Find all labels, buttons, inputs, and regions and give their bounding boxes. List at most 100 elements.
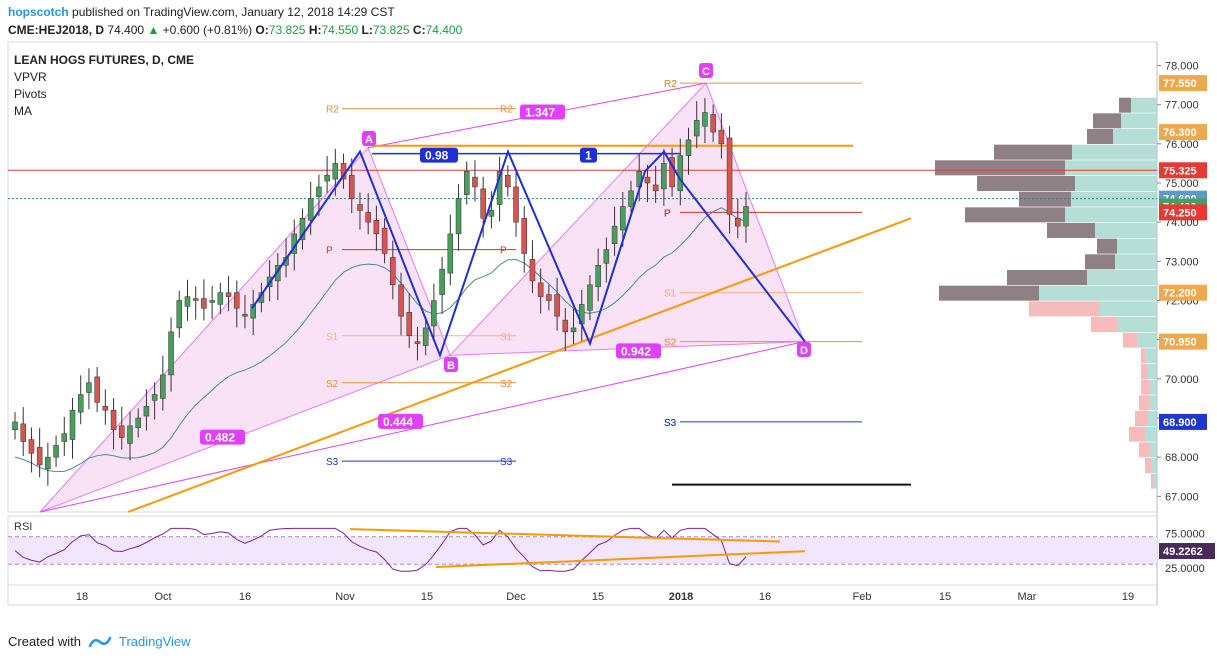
pattern-point-label: A bbox=[365, 134, 373, 146]
publish-line: hopscotch published on TradingView.com, … bbox=[8, 3, 462, 21]
candle-body bbox=[718, 129, 725, 145]
price-label-box bbox=[1159, 204, 1207, 221]
candle-body bbox=[455, 198, 462, 235]
candle-body bbox=[12, 421, 18, 430]
pivot-label: R2 bbox=[326, 105, 339, 116]
candle-body bbox=[151, 394, 158, 401]
vpvr-down-bar bbox=[939, 285, 1039, 301]
time-axis bbox=[7, 584, 1158, 606]
ratio-label: 0.444 bbox=[383, 415, 413, 429]
candle-body bbox=[349, 174, 355, 199]
x-tick-label: 15 bbox=[421, 591, 433, 603]
vpvr-up-bar bbox=[1131, 97, 1157, 113]
x-tick-label: 2018 bbox=[669, 591, 693, 603]
vpvr-down-bar bbox=[1007, 270, 1087, 285]
candle-body bbox=[192, 298, 199, 301]
ratio-label-box bbox=[616, 343, 661, 359]
candle-body bbox=[77, 394, 84, 413]
candle-body bbox=[332, 163, 339, 180]
x-tick-label: 15 bbox=[592, 591, 604, 603]
candle-body bbox=[365, 212, 371, 223]
author-name[interactable]: hopscotch bbox=[8, 5, 69, 19]
vpvr-down-bar bbox=[935, 160, 1065, 176]
candle-body bbox=[176, 300, 183, 329]
vpvr-down-bar bbox=[1123, 332, 1137, 348]
vpvr-down-bar bbox=[1097, 238, 1117, 254]
rsi-trend-upper bbox=[349, 528, 781, 543]
vpvr-up-bar bbox=[1115, 254, 1157, 270]
rsi-trend-lower bbox=[435, 550, 806, 569]
candle-body bbox=[234, 292, 240, 309]
candle-body bbox=[505, 174, 511, 188]
candle-body bbox=[225, 292, 232, 297]
candle-body bbox=[250, 304, 256, 319]
x-tick-label: Feb bbox=[853, 591, 872, 603]
vpvr-up-bar bbox=[1072, 144, 1157, 160]
vpvr-up-bar bbox=[1099, 301, 1157, 317]
tradingview-logo-icon bbox=[88, 636, 112, 647]
pivot-label: S2 bbox=[664, 338, 677, 349]
candle-body bbox=[463, 171, 470, 195]
price-label-box bbox=[1159, 162, 1207, 179]
price-label: 75.325 bbox=[1163, 165, 1197, 177]
ratio-label-box bbox=[580, 147, 597, 163]
ratio-label: 1 bbox=[585, 149, 592, 163]
candle-body bbox=[135, 417, 141, 429]
candle-body bbox=[669, 157, 675, 188]
candle-body bbox=[390, 257, 396, 286]
legend-item-pivots[interactable]: Pivots bbox=[14, 87, 47, 101]
x-tick-label: Mar bbox=[1018, 591, 1037, 603]
candle-body bbox=[480, 188, 486, 219]
high-value: 74.550 bbox=[321, 23, 359, 37]
y-tick-label: 75.000 bbox=[1165, 178, 1199, 190]
low-value: 73.825 bbox=[372, 23, 410, 37]
footer: Created with TradingView bbox=[8, 634, 191, 649]
vpvr-up-bar bbox=[1113, 129, 1157, 144]
price-label-box bbox=[1159, 124, 1207, 141]
candle-body bbox=[628, 190, 634, 207]
candle-body bbox=[562, 319, 569, 333]
chart-title: LEAN HOGS FUTURES, D, CME bbox=[14, 53, 195, 67]
pattern-point-label: B bbox=[447, 360, 455, 372]
vpvr-up-bar bbox=[1087, 270, 1157, 285]
vpvr-down-bar bbox=[1085, 254, 1115, 270]
ratio-label: 0.942 bbox=[621, 344, 651, 358]
candle-body bbox=[94, 376, 100, 403]
candle-body bbox=[439, 268, 445, 295]
x-tick-label: 15 bbox=[939, 591, 951, 603]
candle-body bbox=[217, 292, 224, 305]
candle-body bbox=[86, 382, 92, 393]
rsi-tick-label: 75.0000 bbox=[1165, 528, 1205, 540]
ratio-label: 0.98 bbox=[425, 149, 449, 163]
tradingview-brand[interactable]: TradingView bbox=[118, 634, 191, 649]
ratio-label-box bbox=[378, 413, 423, 429]
vpvr-down-bar bbox=[1129, 426, 1145, 442]
ratio-label-box bbox=[420, 147, 458, 163]
candle-body bbox=[620, 206, 626, 231]
legend-item-ma[interactable]: MA bbox=[14, 104, 32, 118]
open-value: 73.825 bbox=[268, 23, 306, 37]
vpvr-down-bar bbox=[1141, 379, 1149, 395]
x-tick-label: 16 bbox=[239, 591, 251, 603]
price-change: +0.600 (+0.81%) bbox=[162, 23, 253, 37]
vpvr-up-bar bbox=[1145, 426, 1157, 442]
candle-body bbox=[496, 171, 503, 205]
zigzag-line bbox=[251, 148, 806, 359]
candle-body bbox=[554, 294, 560, 317]
pivot-label: S3 bbox=[500, 457, 513, 468]
candle-body bbox=[381, 227, 388, 254]
candle-body bbox=[685, 139, 692, 156]
candle-body bbox=[570, 327, 577, 333]
vpvr-up-bar bbox=[1117, 317, 1157, 332]
candle-body bbox=[160, 374, 166, 399]
vpvr-down-bar bbox=[1087, 129, 1113, 144]
vpvr-up-bar bbox=[1137, 332, 1157, 348]
pivot-label: R2 bbox=[664, 79, 677, 90]
candle-body bbox=[307, 198, 314, 221]
vpvr-up-bar bbox=[1153, 473, 1157, 489]
candle-body bbox=[36, 447, 43, 466]
legend-item-vpvr[interactable]: VPVR bbox=[14, 70, 47, 84]
x-tick-label: Dec bbox=[506, 591, 526, 603]
pivot-label: S3 bbox=[664, 418, 677, 429]
